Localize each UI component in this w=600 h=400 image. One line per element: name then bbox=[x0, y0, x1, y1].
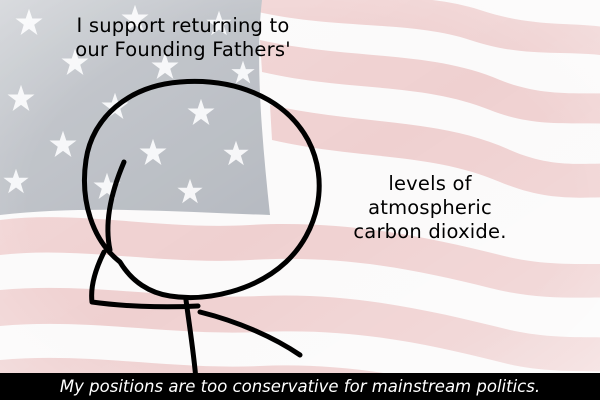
speech-line: atmospheric bbox=[368, 196, 492, 219]
speech-line: levels of bbox=[388, 172, 472, 195]
speech-text-right: levels of atmospheric carbon dioxide. bbox=[330, 172, 530, 244]
speech-line: I support returning to bbox=[76, 14, 290, 37]
speech-line: our Founding Fathers' bbox=[75, 38, 291, 61]
caption-text: My positions are too conservative for ma… bbox=[59, 377, 541, 396]
speech-line: carbon dioxide. bbox=[353, 220, 507, 243]
speech-text-top: I support returning to our Founding Fath… bbox=[38, 14, 328, 62]
figure-face-contour bbox=[105, 159, 127, 253]
figure-neck bbox=[183, 297, 199, 383]
caption-bar: My positions are too conservative for ma… bbox=[0, 373, 600, 400]
figure-head bbox=[82, 78, 322, 301]
figure-chin-line bbox=[89, 249, 201, 310]
figure-collar bbox=[197, 309, 303, 358]
